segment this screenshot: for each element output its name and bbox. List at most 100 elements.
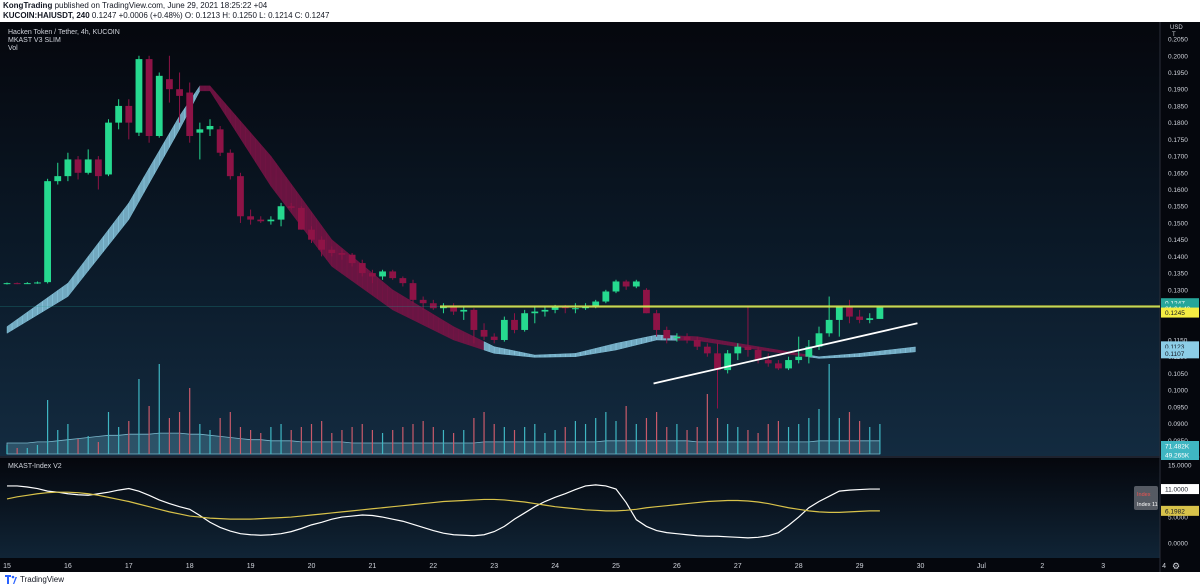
candle-body[interactable] [866, 318, 874, 320]
candle-body[interactable] [216, 129, 224, 153]
candle-body[interactable] [825, 319, 833, 334]
candle-body[interactable] [358, 263, 366, 274]
candle-body[interactable] [612, 281, 620, 292]
time-axis[interactable] [0, 558, 1160, 572]
candle-body[interactable] [399, 278, 407, 284]
candle-body[interactable] [775, 363, 782, 369]
candle-body[interactable] [135, 59, 143, 133]
candle-body[interactable] [785, 360, 792, 369]
ribbon-segment [864, 351, 870, 357]
candle-body[interactable] [23, 283, 31, 285]
candle-body[interactable] [267, 219, 275, 222]
candle-body[interactable] [287, 206, 295, 208]
candle-body[interactable] [196, 129, 204, 133]
candle-body[interactable] [54, 176, 62, 182]
candle-body[interactable] [470, 309, 478, 330]
candle-body[interactable] [125, 105, 133, 123]
candle-body[interactable] [572, 308, 579, 310]
candle-body[interactable] [115, 105, 123, 123]
candle-body[interactable] [226, 152, 234, 177]
candle-body[interactable] [34, 282, 41, 284]
index-pane[interactable] [0, 458, 1160, 558]
ribbon-segment [620, 340, 627, 350]
candle-body[interactable] [846, 306, 853, 317]
candle-body[interactable] [632, 281, 640, 287]
candle-body[interactable] [551, 306, 559, 310]
candle-body[interactable] [176, 89, 183, 96]
candle-body[interactable] [815, 333, 823, 347]
candle-body[interactable] [673, 336, 681, 339]
candle-body[interactable] [44, 181, 51, 283]
footer: TradingView [0, 572, 1200, 588]
candle-body[interactable] [480, 329, 488, 337]
candle-body[interactable] [490, 336, 498, 340]
candle-body[interactable] [145, 59, 153, 137]
candle-body[interactable] [643, 289, 650, 314]
candle-body[interactable] [166, 79, 173, 90]
candle-body[interactable] [693, 339, 701, 347]
author-name[interactable]: KongTrading [3, 1, 53, 10]
candle-body[interactable] [714, 353, 721, 371]
candle-body[interactable] [277, 206, 285, 220]
ribbon-segment [199, 85, 206, 92]
candle-body[interactable] [744, 346, 752, 351]
price-axis[interactable] [1160, 22, 1200, 572]
ribbon-segment [757, 346, 764, 351]
candle-body[interactable] [805, 346, 813, 357]
candle-body[interactable] [155, 75, 163, 137]
candle-body[interactable] [247, 216, 254, 220]
candle-body[interactable] [795, 356, 803, 361]
candle-body[interactable] [237, 176, 244, 217]
candle-body[interactable] [64, 159, 72, 177]
candle-body[interactable] [13, 283, 21, 285]
candle-body[interactable] [835, 306, 843, 320]
candle-body[interactable] [94, 159, 102, 177]
candle-body[interactable] [663, 329, 671, 339]
support-trendline[interactable] [653, 322, 918, 385]
candle-body[interactable] [602, 291, 610, 302]
candle-body[interactable] [653, 313, 660, 330]
main-pane[interactable] [0, 22, 1160, 456]
candle-body[interactable] [379, 271, 386, 277]
price-chart[interactable]: Hacken Token / Tether, 4h, KUCOIN MKAST … [0, 22, 1200, 572]
candle-body[interactable] [257, 219, 265, 222]
candle-body[interactable] [74, 159, 82, 173]
candle-body[interactable] [105, 122, 112, 175]
ribbon-segment [631, 338, 637, 347]
candle-body[interactable] [764, 360, 772, 364]
candle-body[interactable] [734, 346, 742, 354]
candle-body[interactable] [521, 313, 529, 330]
candle-body[interactable] [348, 254, 356, 264]
candle-body[interactable] [369, 273, 376, 277]
candle-body[interactable] [724, 353, 732, 371]
candle-body[interactable] [500, 319, 508, 340]
ribbon-segment [651, 334, 657, 342]
candle-body[interactable] [541, 309, 549, 312]
settings-gear-icon[interactable]: ⚙ [1172, 561, 1180, 571]
candle-body[interactable] [622, 281, 630, 287]
candle-body[interactable] [318, 239, 326, 250]
candle-body[interactable] [754, 350, 762, 361]
candle-body[interactable] [84, 159, 92, 173]
candle-body[interactable] [297, 207, 305, 230]
ribbon-segment [397, 292, 404, 316]
candle-body[interactable] [3, 283, 11, 285]
candle-body[interactable] [460, 309, 468, 312]
candle-body[interactable] [876, 307, 884, 319]
candle-body[interactable] [683, 336, 691, 340]
candle-body[interactable] [419, 299, 427, 304]
candle-body[interactable] [450, 306, 457, 312]
candle-body[interactable] [389, 271, 397, 279]
candle-body[interactable] [206, 125, 214, 130]
candle-body[interactable] [429, 303, 437, 309]
candle-body[interactable] [511, 319, 518, 330]
candle-body[interactable] [308, 229, 315, 240]
candle-body[interactable] [409, 283, 417, 300]
candle-body[interactable] [328, 249, 336, 254]
candle-body[interactable] [186, 92, 194, 137]
candle-body[interactable] [856, 316, 863, 320]
candle-body[interactable] [592, 301, 600, 307]
candle-body[interactable] [703, 346, 711, 354]
candle-body[interactable] [338, 253, 346, 255]
candle-body[interactable] [531, 311, 539, 314]
